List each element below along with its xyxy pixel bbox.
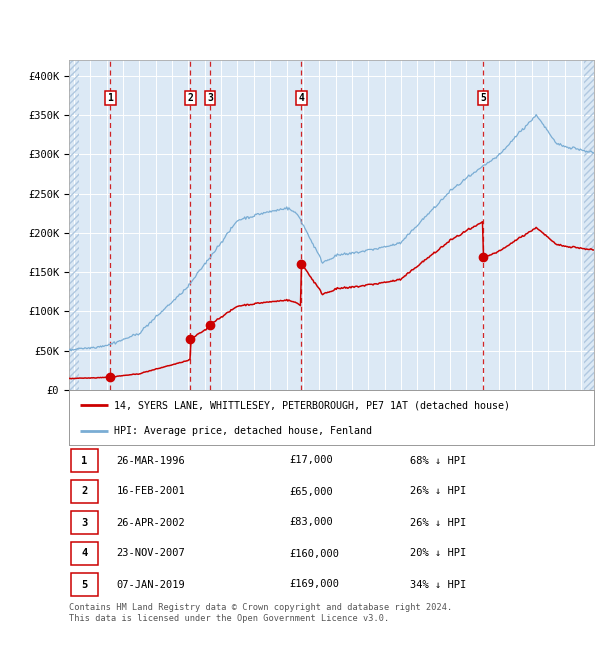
Text: 2: 2 — [187, 93, 193, 103]
FancyBboxPatch shape — [71, 510, 98, 534]
Text: £169,000: £169,000 — [290, 580, 340, 590]
Text: £17,000: £17,000 — [290, 456, 333, 465]
Text: 5: 5 — [81, 580, 88, 590]
Text: 3: 3 — [207, 93, 213, 103]
Bar — [69, 60, 79, 390]
Text: 68% ↓ HPI: 68% ↓ HPI — [410, 456, 467, 465]
Text: 1: 1 — [81, 456, 88, 465]
Text: 3: 3 — [81, 517, 88, 528]
Text: 4: 4 — [81, 549, 88, 558]
Text: 14, SYERS LANE, WHITTLESEY, PETERBOROUGH, PE7 1AT (detached house): 14, SYERS LANE, WHITTLESEY, PETERBOROUGH… — [113, 400, 509, 410]
FancyBboxPatch shape — [71, 480, 98, 504]
Text: 34% ↓ HPI: 34% ↓ HPI — [410, 580, 467, 590]
Text: 07-JAN-2019: 07-JAN-2019 — [116, 580, 185, 590]
Bar — [584, 60, 594, 390]
FancyBboxPatch shape — [71, 541, 98, 566]
Text: 23-NOV-2007: 23-NOV-2007 — [116, 549, 185, 558]
Text: 2: 2 — [81, 486, 88, 497]
Text: 26% ↓ HPI: 26% ↓ HPI — [410, 486, 467, 497]
Text: 20% ↓ HPI: 20% ↓ HPI — [410, 549, 467, 558]
Text: 26% ↓ HPI: 26% ↓ HPI — [410, 517, 467, 528]
Text: 26-APR-2002: 26-APR-2002 — [116, 517, 185, 528]
Text: £65,000: £65,000 — [290, 486, 333, 497]
Text: 5: 5 — [480, 93, 486, 103]
Text: 1: 1 — [107, 93, 113, 103]
FancyBboxPatch shape — [71, 448, 98, 473]
Text: HPI: Average price, detached house, Fenland: HPI: Average price, detached house, Fenl… — [113, 426, 371, 436]
Text: 4: 4 — [298, 93, 304, 103]
Text: 16-FEB-2001: 16-FEB-2001 — [116, 486, 185, 497]
Text: Contains HM Land Registry data © Crown copyright and database right 2024.
This d: Contains HM Land Registry data © Crown c… — [69, 603, 452, 623]
Text: 26-MAR-1996: 26-MAR-1996 — [116, 456, 185, 465]
Text: £160,000: £160,000 — [290, 549, 340, 558]
Text: £83,000: £83,000 — [290, 517, 333, 528]
FancyBboxPatch shape — [71, 573, 98, 597]
